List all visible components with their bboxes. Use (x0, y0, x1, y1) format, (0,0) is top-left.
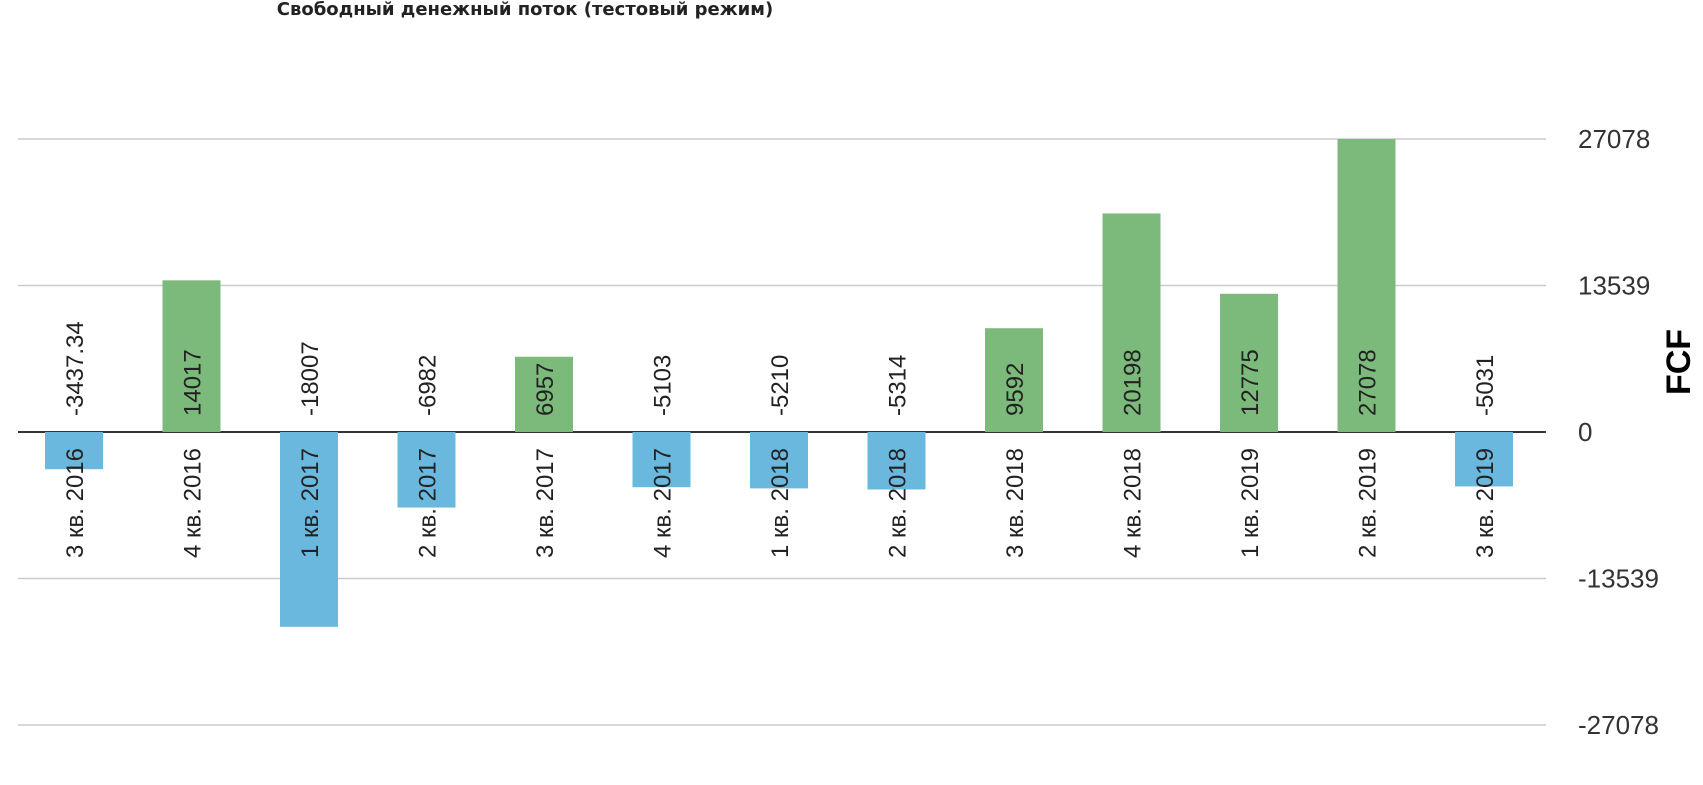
value-label: -5031 (1472, 355, 1499, 416)
bar-4-кв--2018 (1102, 213, 1161, 432)
value-label: -5210 (767, 355, 794, 416)
category-label: 1 кв. 2017 (297, 448, 324, 558)
category-label: 4 кв. 2017 (650, 448, 677, 558)
category-label: 2 кв. 2017 (415, 448, 442, 558)
chart-title: Свободный денежный поток (тестовый режим… (276, 0, 774, 20)
bar-4-кв--2016 (162, 280, 221, 432)
category-label: 3 кв. 2017 (532, 448, 559, 558)
category-label: 1 кв. 2019 (1237, 448, 1264, 558)
value-label: 27078 (1355, 349, 1382, 416)
value-label: -3437.34 (62, 321, 89, 416)
bars (45, 139, 1513, 627)
category-label: 2 кв. 2019 (1355, 448, 1382, 558)
bar-2-кв--2018 (867, 432, 926, 490)
bar-3-кв--2019 (1455, 432, 1513, 487)
category-label: 3 кв. 2019 (1472, 448, 1499, 558)
y-tick-label: -27078 (1578, 710, 1659, 740)
value-label: 12775 (1237, 349, 1264, 416)
bar-labels: -3437.34 3 кв. 2016 14017 4 кв. 2016 -18007 1… (62, 321, 1499, 558)
y-tick-label: 27078 (1578, 124, 1650, 154)
y-tick-label: 0 (1578, 417, 1592, 447)
bar-3-кв--2018 (985, 328, 1043, 432)
bar-3-кв--2017 (515, 356, 573, 432)
y-axis-label: FCF (1660, 329, 1698, 395)
bar-2-кв--2019 (1337, 139, 1396, 432)
category-label: 4 кв. 2018 (1120, 448, 1147, 558)
value-label: -5103 (650, 355, 677, 416)
category-label: 3 кв. 2016 (62, 448, 89, 558)
category-label: 4 кв. 2016 (180, 448, 207, 558)
value-label: -18007 (297, 341, 324, 416)
value-label: -5314 (885, 355, 912, 416)
category-label: 2 кв. 2018 (885, 448, 912, 558)
value-label: -6982 (415, 355, 442, 416)
value-label: 14017 (180, 349, 207, 416)
bar-1-кв--2019 (1220, 293, 1278, 432)
bar-3-кв--2016 (45, 432, 103, 470)
value-label: 6957 (532, 363, 559, 416)
y-tick-label: 13539 (1578, 271, 1650, 301)
bar-1-кв--2017 (280, 432, 338, 627)
y-axis-ticks: 27078 13539 0 -13539 -27078 (1578, 124, 1659, 740)
category-label: 3 кв. 2018 (1002, 448, 1029, 558)
value-label: 9592 (1002, 363, 1029, 416)
category-label: 1 кв. 2018 (767, 448, 794, 558)
value-label: 20198 (1120, 349, 1147, 416)
y-tick-label: -13539 (1578, 564, 1659, 594)
bar-4-кв--2017 (632, 432, 691, 488)
bar-2-кв--2017 (397, 432, 456, 508)
bar-1-кв--2018 (750, 432, 808, 489)
